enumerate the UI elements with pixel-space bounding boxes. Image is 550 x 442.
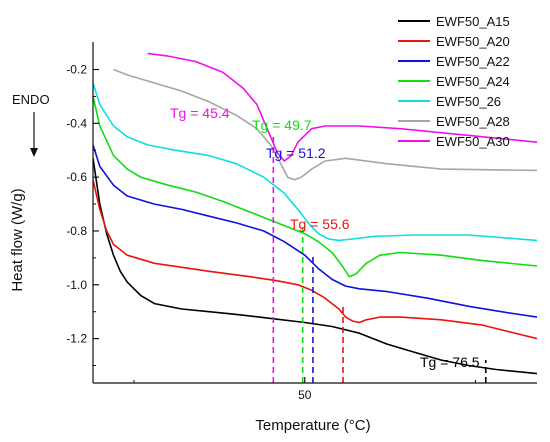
- y-tick-label-2: -0.6: [66, 170, 87, 184]
- endo-arrow-icon: [30, 112, 38, 157]
- y-tick-label-3: -0.8: [66, 224, 87, 238]
- y-axis-title: Heat flow (W/g): [9, 188, 26, 291]
- y-tick-label-4: -1.0: [66, 278, 87, 292]
- legend-label-0: EWF50_A15: [436, 14, 510, 29]
- x-axis-title: Temperature (°C): [255, 417, 370, 434]
- legend-label-4: EWF50_26: [436, 94, 501, 109]
- series-line-4: [93, 82, 537, 242]
- y-tick-label-1: -0.4: [66, 116, 87, 130]
- legend-label-6: EWF50_A30: [436, 134, 510, 149]
- tg-annotation-0: Tg = 45.4: [170, 105, 230, 121]
- tg-lines-layer: [272, 135, 487, 383]
- legend-label-3: EWF50_A24: [436, 74, 510, 89]
- series-line-5: [113, 68, 537, 181]
- legend-label-1: EWF50_A20: [436, 34, 510, 49]
- tg-annotation-2: Tg = 51.2: [266, 145, 326, 161]
- tg-annotation-1: Tg = 49.7: [252, 117, 312, 133]
- endo-label: ENDO: [12, 92, 50, 107]
- legend: EWF50_A15 EWF50_A20 EWF50_A22 EWF50_A24 EWF5…: [398, 14, 510, 149]
- series-line-1: [93, 179, 537, 340]
- x-tick-label-0: 50: [298, 388, 312, 402]
- tg-annotation-4: Tg = 76.5: [420, 354, 480, 370]
- tg-annotations: Tg = 45.4 Tg = 49.7 Tg = 51.2 Tg = 55.6 Tg =…: [170, 105, 480, 370]
- y-tick-label-0: -0.2: [66, 63, 87, 77]
- y-tick-label-5: -1.2: [66, 332, 87, 346]
- legend-label-2: EWF50_A22: [436, 54, 510, 69]
- series-line-0: [93, 158, 537, 375]
- legend-label-5: EWF50_A28: [436, 114, 510, 129]
- series-layer: [93, 52, 537, 375]
- series-line-6: [147, 52, 537, 162]
- tg-annotation-3: Tg = 55.6: [290, 216, 350, 232]
- series-line-2: [93, 144, 537, 318]
- axes: -0.2 -0.4 -0.6 -0.8 -1.0 -1.2 50: [66, 42, 537, 402]
- series-line-3: [93, 96, 537, 278]
